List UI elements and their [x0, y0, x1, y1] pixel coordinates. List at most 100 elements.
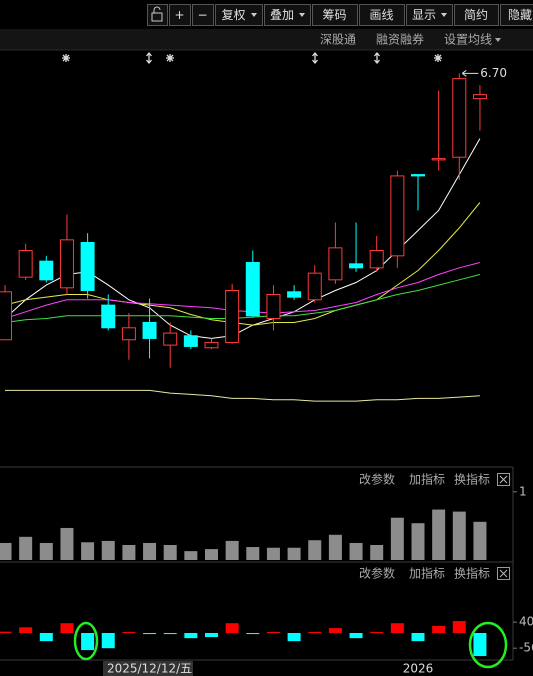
candle-body — [163, 332, 178, 346]
panel-tool[interactable]: 加指标 — [409, 566, 445, 581]
toolbar-label[interactable]: + — [174, 8, 184, 22]
panel-tool[interactable]: 改参数 — [359, 472, 395, 487]
candle-body — [18, 250, 33, 278]
moving-average — [5, 389, 480, 402]
toolbar-label[interactable]: 筹码 — [322, 8, 346, 22]
toolbar-button[interactable] — [215, 4, 263, 26]
macd-bar — [328, 628, 342, 633]
header-link[interactable]: 融资融券 — [376, 32, 424, 47]
macd-bar — [473, 633, 487, 657]
toolbar-button[interactable] — [359, 4, 405, 26]
macd-bar — [246, 633, 260, 635]
macd-bar — [432, 625, 446, 633]
close-button[interactable] — [497, 473, 510, 486]
toolbar-label[interactable]: − — [197, 8, 207, 22]
volume-bar — [287, 547, 301, 560]
x-tick-label: 2026 — [403, 662, 434, 676]
toolbar-button[interactable] — [406, 4, 453, 26]
panel-tool[interactable]: 换指标 — [454, 472, 490, 487]
close-button[interactable] — [497, 567, 510, 580]
candle-body — [245, 262, 260, 317]
plot: 6.70 — [0, 66, 507, 657]
moving-average — [4, 202, 481, 326]
toolbar-label[interactable]: 显示 — [412, 8, 436, 22]
dropdown-arrow — [251, 13, 257, 17]
y-tick-label: 40 — [519, 615, 533, 629]
macd-bar — [39, 633, 53, 642]
toolbar-button[interactable] — [454, 4, 499, 26]
macd-bar — [81, 633, 95, 651]
macd-bar — [349, 633, 363, 639]
candle-body — [307, 272, 322, 301]
dropdown-arrow — [299, 13, 305, 17]
macd-bar — [411, 633, 425, 642]
volume-bar — [184, 551, 198, 560]
toolbar-label[interactable]: 简约 — [464, 7, 488, 22]
volume-bar — [81, 542, 95, 560]
close-icon — [499, 569, 508, 578]
volume-bar — [225, 540, 239, 560]
macd-bar — [370, 631, 384, 633]
annotation-circle — [73, 621, 99, 661]
candle-body — [183, 335, 198, 347]
toolbar-label[interactable]: 隐藏 — [508, 8, 532, 22]
macd-bar — [101, 633, 115, 649]
toolbar-button[interactable] — [169, 4, 191, 26]
toolbar-button[interactable] — [500, 4, 533, 26]
toolbar-button[interactable] — [312, 4, 358, 26]
lock-icon — [153, 6, 161, 13]
candle-body — [472, 94, 487, 100]
event-marker — [146, 51, 152, 65]
candle-body — [349, 263, 364, 269]
toolbar-label[interactable]: 叠加 — [270, 8, 294, 22]
macd-bar — [143, 633, 157, 635]
panel-tool[interactable]: 加指标 — [409, 472, 445, 487]
lock-button[interactable] — [147, 4, 168, 26]
toolbar-button[interactable] — [264, 4, 311, 26]
volume-bar — [411, 523, 425, 560]
date-highlight — [103, 661, 193, 676]
header-bar — [0, 29, 533, 50]
volume-bar — [328, 534, 342, 560]
macd-bar — [60, 623, 74, 633]
event-markers — [62, 51, 442, 65]
volume-bar — [266, 547, 280, 560]
candle-body — [328, 247, 343, 281]
candle-body — [204, 341, 219, 349]
macd-bar — [225, 623, 239, 633]
header-link[interactable]: 深股通 — [320, 33, 356, 47]
toolbar-label[interactable]: 复权 — [221, 8, 245, 22]
volume-bar — [19, 536, 33, 560]
toolbar-button[interactable] — [192, 4, 214, 26]
moving-average — [4, 274, 481, 323]
y-tick-label: -56 — [519, 641, 533, 655]
volume-bar — [101, 540, 115, 560]
macd-bar — [19, 627, 33, 633]
high-label: 6.70 — [480, 66, 507, 80]
toolbar-label[interactable]: 画线 — [369, 8, 393, 22]
candle-body — [390, 175, 405, 257]
dropdown-arrow — [495, 38, 501, 42]
moving-average — [4, 262, 481, 319]
volume-bar — [432, 509, 446, 560]
macd-bar — [390, 623, 404, 633]
candle-body — [225, 289, 240, 343]
header-link[interactable]: 设置均线 — [444, 33, 492, 47]
panel-tool[interactable]: 改参数 — [359, 566, 395, 581]
candle-body — [121, 327, 136, 341]
dropdown-arrow — [441, 13, 447, 17]
volume-bar — [39, 542, 53, 560]
macd-bar — [308, 631, 322, 633]
macd-bar — [163, 633, 177, 635]
volume-bar — [473, 521, 487, 560]
volume-bar — [308, 540, 322, 560]
volume-bar — [452, 511, 466, 560]
candle-body — [431, 158, 446, 161]
panel-tool[interactable]: 换指标 — [454, 566, 490, 581]
candle-body — [142, 321, 157, 339]
volume-bar — [390, 517, 404, 560]
macd-bar — [205, 633, 218, 638]
